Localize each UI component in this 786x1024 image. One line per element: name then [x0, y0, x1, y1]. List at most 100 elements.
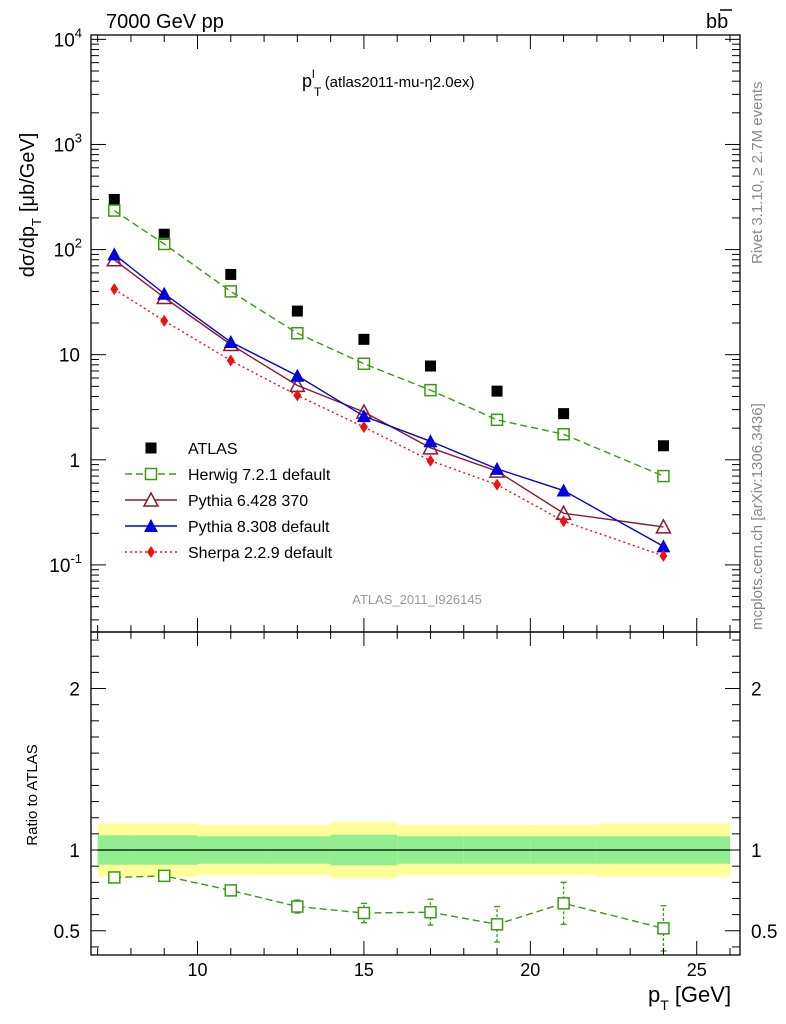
ratio-y-tick-label-right: 1 — [751, 841, 762, 862]
main-y-tick-label: 103 — [54, 130, 82, 156]
title-sub: T — [314, 85, 322, 99]
x-tick-label: 25 — [687, 960, 707, 980]
header-left: 7000 GeV pp — [106, 11, 224, 33]
main-ylabel: dσ/dpT [μb/GeV] — [17, 133, 44, 278]
main-y-tick-label: 10 — [59, 346, 80, 367]
legend-label: Herwig 7.2.1 default — [188, 467, 331, 484]
legend-label: ATLAS — [188, 441, 238, 458]
data-point — [223, 335, 238, 349]
data-point — [147, 546, 155, 558]
ratio-y-tick-label-right: 0.5 — [751, 922, 777, 943]
data-point — [493, 478, 502, 491]
data-point — [655, 518, 672, 534]
data-point — [424, 905, 437, 919]
tick-exponent: 4 — [75, 25, 82, 40]
data-point — [656, 539, 671, 553]
x-axis-label: pT [GeV] — [648, 982, 731, 1013]
data-point — [224, 285, 238, 298]
data-point — [157, 237, 171, 251]
series-pythia — [106, 251, 672, 534]
main-y-tick-label: 1 — [69, 451, 80, 472]
data-point — [426, 454, 435, 467]
data-point — [356, 409, 371, 423]
data-point — [422, 439, 439, 455]
data-point — [142, 491, 160, 507]
legend-item: ATLAS — [145, 441, 238, 458]
legend-item: Herwig 7.2.1 default — [125, 467, 331, 484]
rivet-label: Rivet 3.1.10, ≥ 2.7M events — [749, 82, 766, 265]
header-right-b2: b — [717, 11, 728, 33]
main-y-tick-label: 104 — [54, 25, 82, 51]
data-point — [357, 906, 371, 920]
tick-exponent: 2 — [75, 236, 82, 251]
data-point — [490, 413, 504, 427]
main-frame — [90, 34, 741, 633]
data-point — [145, 442, 157, 454]
data-point — [657, 469, 670, 483]
data-point — [357, 357, 371, 370]
data-point — [107, 247, 122, 261]
ratio-line — [114, 875, 664, 930]
tick-exponent: 3 — [75, 130, 82, 145]
data-point — [657, 922, 670, 935]
data-point — [657, 440, 669, 452]
data-point — [293, 389, 302, 402]
data-point — [424, 360, 436, 372]
data-point — [225, 268, 237, 280]
data-point — [108, 204, 121, 217]
tick-exponent: -1 — [70, 551, 82, 566]
ratio-y-tick-label: 2 — [69, 680, 80, 701]
series-atlas — [108, 193, 669, 452]
data-point — [491, 385, 503, 397]
plot-title: pl (atlas2011-mu-η2.0ex) — [302, 67, 474, 91]
ratio-y-tick-label: 1 — [69, 841, 80, 862]
series-line — [113, 209, 664, 477]
data-point — [224, 884, 238, 897]
data-point — [108, 193, 120, 205]
ratio-ylabel: Ratio to ATLAS — [24, 744, 41, 845]
ratio-y-tick-label-right: 2 — [751, 680, 762, 701]
mcplots-label: mcplots.cern.ch [arXiv:1306.3436] — [749, 403, 766, 630]
xlabel-main: p — [648, 982, 660, 1007]
series-sherpa — [110, 283, 668, 562]
ylabel-main: dσ/dp — [17, 226, 39, 277]
data-point — [291, 305, 303, 317]
analysis-watermark: ATLAS_2011_I926145 — [352, 592, 482, 607]
data-point — [291, 900, 304, 913]
data-point — [157, 286, 172, 300]
series-pythia — [107, 247, 671, 553]
xlabel-unit: [GeV] — [675, 982, 731, 1007]
data-point — [423, 434, 438, 448]
header-right-b1: b — [706, 11, 717, 33]
legend-item: Pythia 8.308 default — [125, 519, 330, 536]
data-point — [358, 333, 370, 345]
ratio-series-herwig — [108, 869, 670, 952]
data-point — [157, 869, 171, 883]
data-point — [559, 515, 568, 528]
ylabel-sub: T — [29, 218, 44, 226]
data-point — [424, 383, 437, 397]
data-point — [490, 918, 504, 931]
title-main: p — [302, 71, 312, 91]
legend-item: Pythia 6.428 370 — [125, 491, 308, 510]
data-point — [144, 467, 158, 481]
data-point — [158, 228, 170, 240]
title-sup: l — [312, 67, 315, 81]
header-right: bb — [706, 11, 728, 33]
data-point — [290, 368, 305, 382]
ratio-y-tick-label: 0.5 — [54, 922, 80, 943]
xlabel-sub: T — [660, 997, 669, 1013]
legend-label: Sherpa 2.2.9 default — [188, 545, 333, 562]
legend-label: Pythia 8.308 default — [188, 519, 330, 536]
title-rest: (atlas2011-mu-η2.0ex) — [325, 74, 475, 91]
data-point — [226, 354, 235, 367]
data-point — [291, 326, 304, 340]
data-point — [144, 519, 158, 532]
data-point — [557, 897, 570, 910]
legend-item: Sherpa 2.2.9 default — [125, 545, 333, 562]
series-line — [113, 259, 664, 528]
data-point — [557, 428, 570, 441]
data-point — [160, 314, 169, 327]
data-point — [558, 408, 570, 420]
